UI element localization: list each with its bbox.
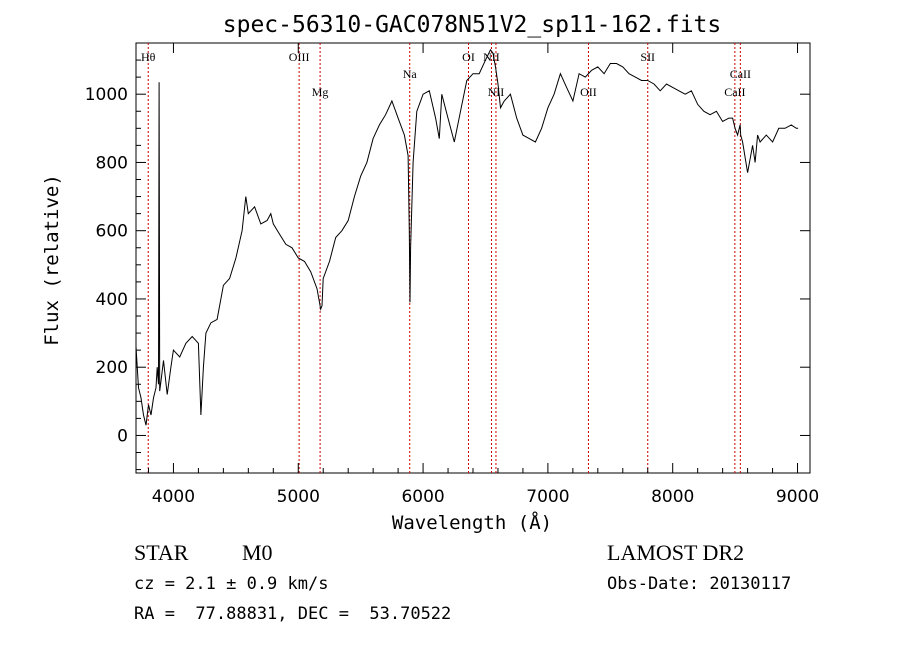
spectral-line-label: NII [483,50,500,64]
spectral-line-label: NII [488,85,505,99]
y-tick-label: 800 [96,153,128,173]
spectrum-line [135,48,799,426]
spectrum-series [135,48,799,426]
spectral-line-markers: Hθ OIII Mg Na OI NII NII OII SII CaII CaII [141,43,751,473]
object-class: STAR [134,540,189,565]
y-axis: 0 200 400 600 800 1000 [85,59,810,471]
x-tick-label: 8000 [651,487,694,507]
y-tick-label: 200 [96,358,128,378]
y-tick-label: 600 [96,222,128,242]
spectral-line-label: OIII [289,50,310,64]
spectral-line-label: OI [462,50,475,64]
x-tick-label: 7000 [526,487,569,507]
spectral-line-label: SII [640,50,655,64]
x-tick-label: 6000 [401,487,444,507]
y-axis-label: Flux (relative) [41,174,63,346]
coordinates: RA = 77.88831, DEC = 53.70522 [134,604,452,624]
y-tick-label: 1000 [85,85,128,105]
chart-title: spec-56310-GAC078N51V2_sp11-162.fits [223,12,722,38]
spectral-line-label: CaII [730,67,751,81]
observation-date: Obs-Date: 20130117 [607,574,792,594]
redshift-cz: cz = 2.1 ± 0.9 km/s [134,574,329,594]
x-tick-label: 9000 [776,487,819,507]
x-tick-label: 5000 [277,487,320,507]
y-tick-label: 0 [117,426,128,446]
y-tick-label: 400 [96,290,128,310]
spectral-line-label: Hθ [141,50,156,64]
x-tick-label: 4000 [152,487,195,507]
x-axis: 4000 5000 6000 7000 8000 9000 [147,43,819,507]
x-axis-label: Wavelength (Å) [392,511,552,534]
spectral-line-label: OII [580,85,597,99]
spectral-line-label: Mg [312,85,329,99]
plot-frame [135,42,811,474]
spectral-line-label: CaII [724,85,745,99]
spectral-line-label: Na [403,67,418,81]
object-subclass: M0 [242,540,273,565]
survey-name: LAMOST DR2 [607,540,745,565]
